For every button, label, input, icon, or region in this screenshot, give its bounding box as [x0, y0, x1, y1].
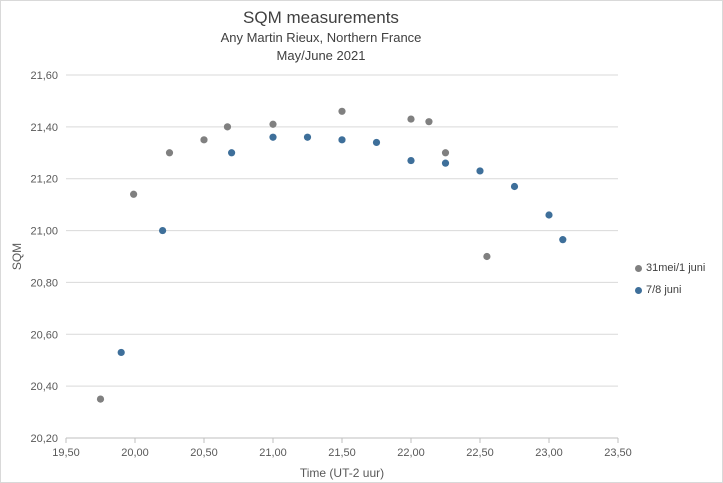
- x-axis-title: Time (UT-2 uur): [300, 466, 384, 480]
- data-point-series-1: [96, 395, 105, 403]
- data-point-series-2: [559, 236, 567, 244]
- data-point-series-2: [269, 133, 277, 141]
- data-point-series-1: [425, 118, 433, 126]
- legend-marker-series-1: [635, 264, 642, 272]
- data-point-series-1: [165, 149, 174, 157]
- x-tick-label: 20,00: [121, 447, 149, 459]
- legend-marker-series-2: [635, 286, 642, 294]
- x-tick-label: 20,50: [190, 447, 218, 459]
- data-point-series-1: [407, 115, 415, 123]
- x-tick-label: 19,50: [52, 447, 80, 459]
- chart-subtitle-line-2: May/June 2021: [276, 48, 366, 63]
- x-tick-label: 23,00: [535, 447, 563, 459]
- chart-subtitle-line-1: Any Martin Rieux, Northern France: [220, 30, 422, 45]
- data-point-series-1: [200, 136, 208, 144]
- y-axis-title: SQM: [10, 243, 24, 270]
- data-point-series-1: [483, 252, 491, 261]
- data-point-series-2: [228, 149, 236, 157]
- data-point-series-2: [510, 182, 519, 191]
- data-point-series-1: [269, 120, 277, 128]
- y-tick-label: 21,20: [30, 174, 58, 186]
- y-tick-label: 21,60: [30, 70, 58, 82]
- y-tick-label: 20,20: [30, 433, 58, 445]
- chart-header: SQM measurements Any Martin Rieux, North…: [1, 7, 641, 65]
- data-point-series-2: [441, 159, 450, 167]
- legend-label-series-2: 7/8 juni: [646, 284, 682, 296]
- data-point-series-2: [476, 167, 484, 175]
- data-point-series-2: [303, 133, 312, 141]
- legend-item-series-1: 31mei/1 juni: [635, 257, 705, 279]
- data-point-series-2: [407, 156, 415, 165]
- data-point-series-1: [223, 123, 232, 131]
- y-tick-label: 20,40: [30, 381, 58, 393]
- data-point-series-2: [117, 348, 125, 357]
- data-point-series-1: [338, 107, 346, 115]
- legend-item-series-2: 7/8 juni: [635, 279, 705, 301]
- x-tick-label: 22,00: [397, 447, 425, 459]
- data-point-series-2: [372, 138, 381, 147]
- data-point-series-1: [441, 149, 450, 157]
- y-tick-label: 20,60: [30, 329, 58, 341]
- data-point-series-2: [338, 136, 346, 144]
- data-point-series-1: [130, 190, 138, 198]
- chart-title: SQM measurements: [243, 8, 399, 27]
- y-tick-label: 20,80: [30, 277, 58, 289]
- legend-label-series-1: 31mei/1 juni: [646, 262, 706, 274]
- x-tick-label: 21,50: [328, 447, 356, 459]
- x-tick-label: 21,00: [259, 447, 287, 459]
- x-tick-label: 23,50: [604, 447, 632, 459]
- data-point-series-2: [545, 211, 553, 219]
- data-point-series-2: [159, 226, 167, 235]
- x-tick-label: 22,50: [466, 447, 494, 459]
- legend: 31mei/1 juni 7/8 juni: [635, 257, 705, 301]
- y-tick-label: 21,40: [30, 122, 58, 134]
- y-tick-label: 21,00: [30, 226, 58, 238]
